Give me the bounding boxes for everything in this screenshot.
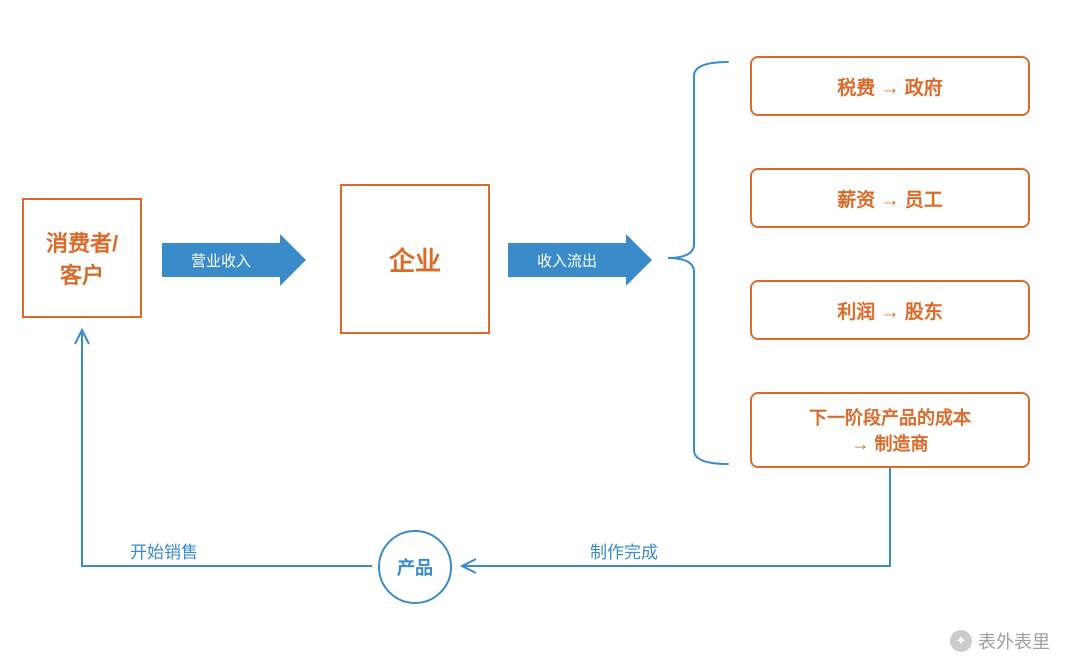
label-done: 制作完成 [590, 538, 658, 563]
brace-path [668, 62, 728, 464]
node-output-tax: 税费 → 政府 [750, 56, 1030, 116]
arrow-outflow-label: 收入流出 [508, 243, 626, 277]
watermark: ✦ 表外表里 [950, 628, 1050, 654]
feedback-path-2 [82, 330, 372, 566]
feedback-path-1 [462, 468, 890, 566]
node-output-profit: 利润 → 股东 [750, 280, 1030, 340]
node-enterprise: 企业 [340, 184, 490, 334]
wechat-icon: ✦ [950, 630, 972, 652]
node-consumer: 消费者/ 客户 [22, 198, 142, 318]
node-product: 产品 [378, 530, 452, 604]
feedback-arrowhead-1 [462, 559, 476, 573]
arrow-revenue-head-icon [280, 234, 306, 286]
arrow-outflow-head-icon [626, 234, 652, 286]
arrow-revenue: 营业收入 [162, 234, 306, 286]
watermark-label: 表外表里 [978, 628, 1050, 654]
arrow-outflow: 收入流出 [508, 234, 652, 286]
label-start-sale: 开始销售 [130, 538, 198, 563]
feedback-arrowhead-2 [75, 330, 89, 344]
arrow-revenue-label: 营业收入 [162, 243, 280, 277]
node-output-salary: 薪资 → 员工 [750, 168, 1030, 228]
node-output-cost: 下一阶段产品的成本 → 制造商 [750, 392, 1030, 468]
